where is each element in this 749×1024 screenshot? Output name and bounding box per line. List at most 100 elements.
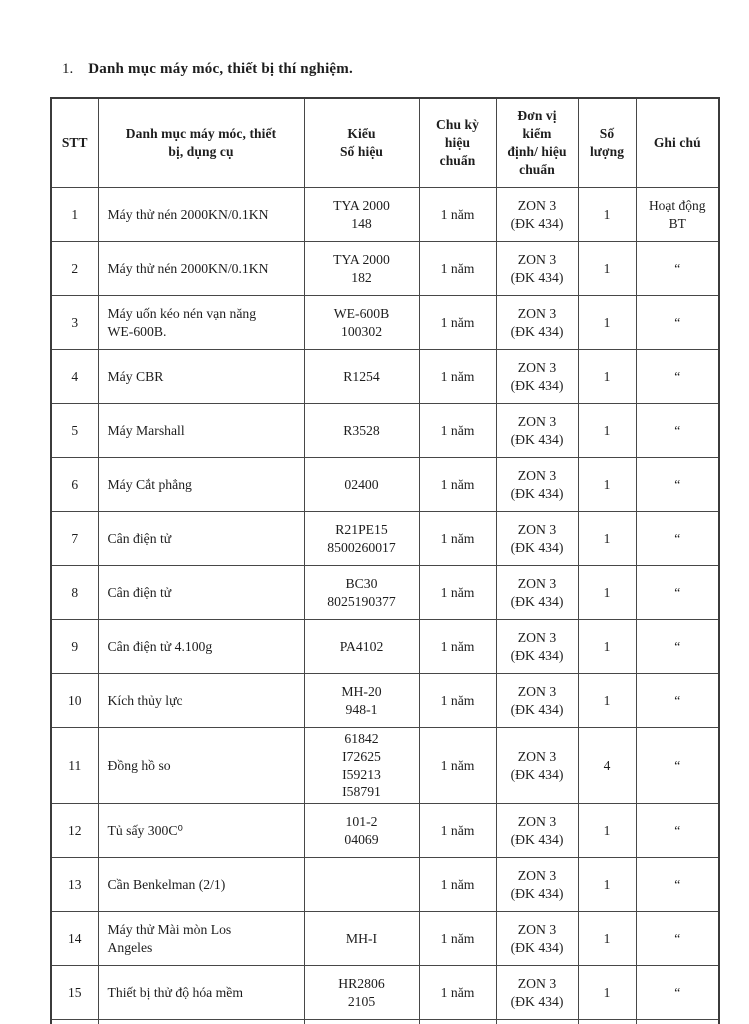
cell-cycle: 1 năm [418, 349, 497, 404]
cell-unit: ZON 3 (ĐK 434) [495, 187, 579, 242]
cell-cycle: 1 năm [418, 619, 497, 674]
cell-stt: 13 [50, 857, 99, 913]
cell-qty: 1 [577, 565, 637, 620]
cell-unit: ZON 3 (ĐK 434) [495, 295, 579, 350]
cell-stt: 6 [50, 457, 99, 512]
cell-qty: 1 [577, 673, 637, 728]
cell-serial: MH-I [303, 911, 420, 967]
table-row: 7 Cân điện tử R21PE15 8500260017 1 năm ZON 3… [50, 511, 720, 566]
cell-serial: BC30 8025190377 [303, 565, 420, 620]
cell-note: “ [635, 403, 720, 458]
cell-cycle: 1 năm [418, 403, 497, 458]
cell-serial: HR2806 2105 [303, 965, 420, 1021]
section-number: 1. [62, 61, 74, 77]
cell-serial: 101-2 04069 [303, 803, 420, 859]
table-row: 9 Cân điện tử 4.100g PA4102 1 năm ZON 3 (ĐK … [50, 619, 720, 674]
cell-stt: 3 [50, 295, 99, 350]
table-row: 6 Máy Cắt phẳng 02400 1 năm ZON 3 (ĐK 434) 1 “ [50, 457, 720, 512]
cell-unit: ZON 3 (ĐK 434) [495, 511, 579, 566]
cell-serial: TYA 2000 148 [303, 187, 420, 242]
cell-note: “ [635, 965, 720, 1021]
cell-name: Cân điện tử [97, 565, 305, 620]
cell-qty: 1 [577, 619, 637, 674]
cell-name: Máy thử nén 2000KN/0.1KN [97, 241, 305, 296]
cell-note: “ [635, 857, 720, 913]
cell-note: “ [635, 911, 720, 967]
cell-unit: ZON 3 (ĐK 434) [495, 349, 579, 404]
cell-qty: 1 [577, 965, 637, 1021]
table-row: 11 Đồng hồ so 61842 I72625 I59213 I58791 1 … [50, 726, 720, 805]
cell-note: “ [635, 673, 720, 728]
cell-name: Tủ sấy 300C⁰ [97, 803, 305, 859]
cell-qty: 1 [577, 187, 637, 242]
cell-unit: ZON 3 (ĐK 434) [495, 965, 579, 1021]
table-row: 4 Máy CBR R1254 1 năm ZON 3 (ĐK 434) 1 “ [50, 349, 720, 404]
cell-name: Cần Benkelman (2/1) [97, 857, 305, 913]
cell-serial: 61842 I72625 I59213 I58791 [303, 726, 420, 805]
cell-cycle: 1 năm [418, 803, 497, 859]
cell-serial: TYA 2000 182 [303, 241, 420, 296]
table-row: 10 Kích thủy lực MH-20 948-1 1 năm ZON 3 (ĐK… [50, 673, 720, 728]
cell-serial: R3528 [303, 403, 420, 458]
cell-unit: ZON 3 (ĐK 434) [495, 911, 579, 967]
cell-cycle: 1 năm [418, 565, 497, 620]
cell-stt: 10 [50, 673, 99, 728]
cell-note: Hoạt động BT [635, 187, 720, 242]
cell-stt: 12 [50, 803, 99, 859]
cell-stt: 2 [50, 241, 99, 296]
cell-cycle: 1 năm [418, 1019, 497, 1024]
cell-serial: PA4102 [303, 619, 420, 674]
cell-name: Đồng hồ so [97, 726, 305, 805]
cell-qty: 1 [577, 295, 637, 350]
cell-qty: 4 [577, 726, 637, 805]
cell-stt: 4 [50, 349, 99, 404]
cell-serial: MH-20 948-1 [303, 673, 420, 728]
cell-stt: 14 [50, 911, 99, 967]
equipment-table-body: 1 Máy thử nén 2000KN/0.1KN TYA 2000 148 1 n… [50, 187, 720, 1024]
column-header-unit: Đơn vị kiểm định/ hiệu chuẩn [495, 97, 579, 188]
cell-note: “ [635, 803, 720, 859]
cell-note: “ [635, 511, 720, 566]
cell-serial: WE-600B 100302 [303, 295, 420, 350]
cell-cycle: 1 năm [418, 187, 497, 242]
cell-stt: 16 [50, 1019, 99, 1024]
cell-note: “ [635, 565, 720, 620]
equipment-table-head: STT Danh mục máy móc, thiết bị, dụng cụ Ki… [50, 97, 720, 188]
table-row: 1 Máy thử nén 2000KN/0.1KN TYA 2000 148 1 n… [50, 187, 720, 242]
cell-unit: ZON 3 (ĐK 434) [495, 857, 579, 913]
table-row: 15 Thiết bị thử độ hóa mềm HR2806 2105 1 nă… [50, 965, 720, 1021]
cell-cycle: 1 năm [418, 965, 497, 1021]
cell-unit: ZON 3 (ĐK 434) [495, 726, 579, 805]
cell-stt: 15 [50, 965, 99, 1021]
cell-qty: 1 [577, 403, 637, 458]
cell-qty: 1 [577, 1019, 637, 1024]
cell-stt: 7 [50, 511, 99, 566]
section-title-text: Danh mục máy móc, thiết bị thí nghiệm. [88, 61, 353, 77]
cell-name: Thiết bị thử độ kim lún nhựa [97, 1019, 305, 1024]
cell-name: Kích thủy lực [97, 673, 305, 728]
column-header-note: Ghi chú [635, 97, 720, 188]
cell-serial: 02400 [303, 457, 420, 512]
table-row: 14 Máy thử Mài mòn Los Angeles MH-I 1 năm ZO… [50, 911, 720, 967]
cell-stt: 1 [50, 187, 99, 242]
cell-cycle: 1 năm [418, 857, 497, 913]
cell-qty: 1 [577, 511, 637, 566]
cell-name: Cân điện tử 4.100g [97, 619, 305, 674]
cell-stt: 9 [50, 619, 99, 674]
cell-note: “ [635, 619, 720, 674]
cell-name: Máy Marshall [97, 403, 305, 458]
equipment-table: STT Danh mục máy móc, thiết bị, dụng cụ Ki… [50, 97, 720, 1024]
table-row: 2 Máy thử nén 2000KN/0.1KN TYA 2000 182 1 n… [50, 241, 720, 296]
cell-unit: ZON 3 (ĐK 434) [495, 803, 579, 859]
column-header-cycle: Chu kỳ hiệu chuẩn [418, 97, 497, 188]
cell-unit: ZON 3 (ĐK 434) [495, 403, 579, 458]
cell-note: “ [635, 349, 720, 404]
cell-cycle: 1 năm [418, 457, 497, 512]
cell-cycle: 1 năm [418, 911, 497, 967]
cell-qty: 1 [577, 911, 637, 967]
cell-note: “ [635, 1019, 720, 1024]
cell-name: Máy thử Mài mòn Los Angeles [97, 911, 305, 967]
cell-cycle: 1 năm [418, 726, 497, 805]
cell-name: Thiết bị thử độ hóa mềm [97, 965, 305, 1021]
